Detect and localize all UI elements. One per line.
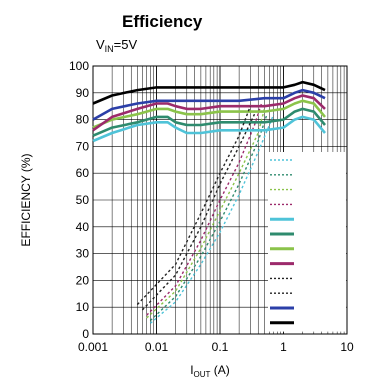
series-line-5 [92,115,326,143]
y-tick-label: 30 [76,247,90,261]
y-tick-label: 0 [82,327,89,341]
x-tick-label: 0.01 [145,340,169,354]
series-line-6 [92,107,326,137]
legend-label: Vo=1.8V@PWM [296,202,336,208]
legend-label: Vo=1.5V@PWM [296,188,336,194]
x-tick-label: 1 [280,340,287,354]
series-lines [92,80,326,324]
series-line-10 [136,105,251,305]
series-line-1 [149,113,275,324]
legend-label: Vo=1.8V@PFM [296,262,335,268]
legend-label: Vo=1V@PFM [296,217,330,223]
y-tick-label: 90 [76,86,90,100]
y-tick-label: 50 [76,193,90,207]
y-tick-label: 70 [76,139,90,153]
legend-label: Vo=3.3V@PFM [296,321,335,327]
series-line-8 [92,94,326,132]
legend-label: Vo=1.5V@PFM [296,247,335,253]
series-line-4 [146,103,263,316]
series-line-9 [141,113,256,311]
series-line-7 [92,99,326,129]
series-line-12 [92,80,326,105]
x-axis-ticks: 0.001 0.01 0.1 1 10 [78,340,354,354]
y-axis-label: EFFICIENCY (%) [19,153,33,246]
y-tick-label: 100 [69,59,89,73]
legend-label: Vo=1.2V@PFM [296,232,335,238]
x-axis-label: IOUT (A) [190,363,230,379]
series-line-3 [146,108,266,319]
y-axis-ticks: 0 10 20 30 40 50 60 70 80 90 100 [69,59,89,341]
legend-label: Vo=1.2V@PWM [296,173,336,179]
legend-box [268,152,346,332]
series-line-2 [149,113,268,322]
legend-label: Vo=2.5V@PWM [296,276,336,282]
legend-label: Vo=2.5V@PFM [296,306,335,312]
y-tick-label: 80 [76,113,90,127]
x-tick-label: 0.001 [78,340,108,354]
y-tick-label: 60 [76,166,90,180]
y-tick-label: 40 [76,220,90,234]
x-tick-label: 0.1 [212,340,229,354]
legend-label: Vo=1V@PWM [296,158,332,164]
chart-title: Efficiency [122,12,203,31]
chart-subtitle: VIN=5V [96,37,137,54]
legend-label: Vo=3.3V@PWM [296,291,336,297]
series-line-11 [92,88,326,121]
y-tick-label: 10 [76,300,90,314]
y-tick-label: 20 [76,273,90,287]
x-tick-label: 10 [340,340,354,354]
legend: Vo=1V@PWM Vo=1.2V@PWM Vo=1.5V@PWM Vo=1.8V@P… [268,152,346,332]
